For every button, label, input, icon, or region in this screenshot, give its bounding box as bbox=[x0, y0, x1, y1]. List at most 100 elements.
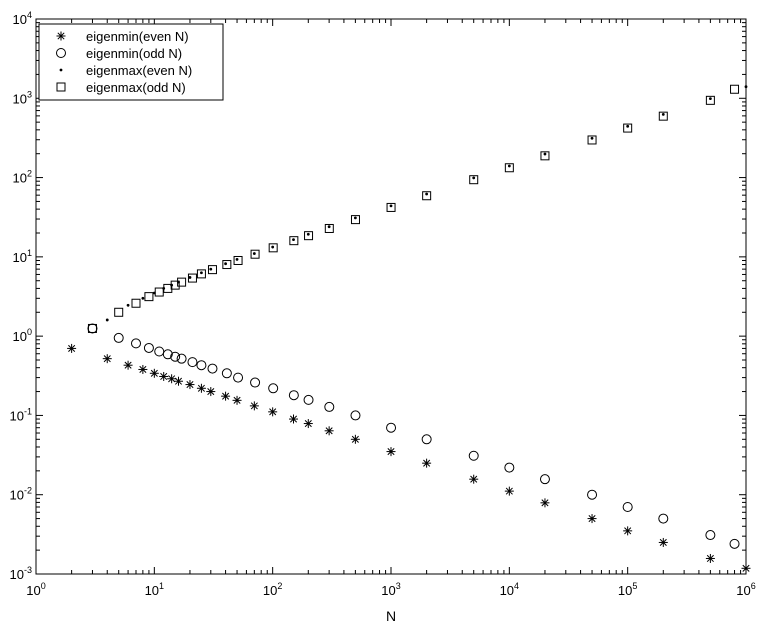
x-tick-label-base: 10 bbox=[500, 583, 514, 598]
data-point bbox=[123, 360, 134, 371]
data-point bbox=[468, 450, 479, 461]
data-point bbox=[425, 192, 429, 196]
y-tick-label: 10-1 bbox=[10, 406, 32, 423]
series-dot bbox=[105, 85, 748, 322]
y-tick-label: 10-3 bbox=[10, 565, 32, 582]
data-point bbox=[350, 410, 361, 421]
data-point bbox=[288, 390, 299, 401]
data-point bbox=[144, 292, 154, 302]
data-point bbox=[705, 530, 716, 541]
y-tick-label: 10-2 bbox=[10, 486, 32, 503]
x-tick-label-exponent: 1 bbox=[159, 581, 164, 591]
data-point bbox=[105, 318, 109, 322]
legend-label: eigenmax(even N) bbox=[86, 63, 192, 78]
y-tick-label-exponent: 0 bbox=[27, 327, 32, 337]
data-point bbox=[386, 422, 397, 433]
data-point bbox=[306, 232, 310, 236]
data-point bbox=[324, 401, 335, 412]
data-point bbox=[200, 271, 203, 275]
x-tick-label: 102 bbox=[263, 581, 282, 598]
data-point bbox=[131, 298, 141, 308]
data-point bbox=[587, 513, 598, 524]
data-point bbox=[744, 85, 748, 89]
data-point bbox=[661, 113, 665, 116]
series-asterisk bbox=[66, 343, 751, 574]
data-point bbox=[327, 225, 331, 229]
y-tick-label: 103 bbox=[13, 89, 32, 106]
data-point bbox=[507, 164, 511, 168]
data-point bbox=[539, 474, 550, 485]
data-point bbox=[249, 400, 260, 411]
y-tick-label: 102 bbox=[13, 169, 32, 186]
x-tick-label: 105 bbox=[618, 581, 637, 598]
x-tick-label-exponent: 2 bbox=[277, 581, 282, 591]
data-point bbox=[233, 255, 243, 265]
data-point bbox=[126, 303, 130, 307]
x-tick-label-base: 10 bbox=[736, 583, 750, 598]
data-point bbox=[708, 97, 712, 101]
data-point bbox=[622, 502, 633, 512]
data-point bbox=[196, 383, 207, 394]
data-point bbox=[324, 425, 335, 436]
series-circle bbox=[87, 323, 740, 549]
data-point bbox=[137, 364, 148, 375]
data-point bbox=[472, 176, 476, 180]
y-tick-label-base: 10 bbox=[13, 91, 27, 106]
series-square bbox=[87, 84, 740, 333]
y-tick-label-base: 10 bbox=[13, 329, 27, 344]
y-tick-label-exponent: 2 bbox=[27, 169, 32, 179]
plot-frame bbox=[35, 18, 747, 575]
data-point bbox=[741, 563, 751, 574]
y-tick-label-exponent: -1 bbox=[24, 406, 32, 416]
data-point bbox=[587, 489, 598, 500]
data-point bbox=[622, 525, 633, 536]
y-tick-label-exponent: 3 bbox=[27, 89, 32, 99]
data-point bbox=[143, 342, 154, 353]
y-tick-label-base: 10 bbox=[10, 567, 24, 582]
data-point bbox=[188, 276, 192, 279]
data-point bbox=[233, 372, 244, 383]
data-point bbox=[267, 406, 278, 417]
x-axis-title: N bbox=[386, 608, 396, 624]
data-point bbox=[166, 373, 177, 384]
legend: eigenmin(even N) eigenmin(odd N) eigenmax(… bbox=[38, 23, 224, 101]
data-point bbox=[468, 474, 479, 485]
data-point bbox=[350, 434, 361, 445]
y-tick-label-base: 10 bbox=[13, 12, 27, 27]
data-point bbox=[303, 418, 314, 429]
data-point bbox=[386, 446, 396, 457]
y-tick-label-base: 10 bbox=[10, 408, 24, 423]
data-point bbox=[66, 343, 77, 354]
data-point bbox=[353, 216, 357, 220]
data-point bbox=[141, 296, 145, 300]
data-point bbox=[421, 434, 432, 445]
data-point bbox=[504, 462, 515, 473]
y-tick-label-exponent: -2 bbox=[24, 486, 32, 496]
y-tick-label-exponent: -3 bbox=[24, 565, 32, 575]
x-tick-label-base: 10 bbox=[381, 583, 395, 598]
data-point bbox=[154, 287, 164, 297]
y-tick-label: 101 bbox=[13, 248, 32, 265]
y-tick-label-base: 10 bbox=[13, 171, 27, 186]
data-point bbox=[705, 553, 716, 564]
data-point bbox=[658, 513, 669, 524]
data-point bbox=[222, 260, 232, 270]
data-point bbox=[221, 368, 232, 379]
data-point bbox=[187, 357, 198, 368]
data-point bbox=[113, 332, 124, 343]
data-point bbox=[87, 323, 97, 333]
x-tick-label-exponent: 4 bbox=[514, 581, 519, 591]
axis-ticks bbox=[35, 18, 747, 575]
data-point bbox=[271, 245, 275, 249]
x-tick-label-base: 10 bbox=[618, 583, 632, 598]
data-point bbox=[102, 353, 113, 364]
data-point bbox=[131, 338, 141, 349]
data-point bbox=[173, 376, 184, 387]
series-layer bbox=[66, 84, 751, 574]
data-point bbox=[232, 395, 243, 406]
x-tick-label-exponent: 6 bbox=[751, 581, 756, 591]
x-tick-label-exponent: 5 bbox=[632, 581, 637, 591]
x-tick-label: 101 bbox=[145, 581, 164, 598]
